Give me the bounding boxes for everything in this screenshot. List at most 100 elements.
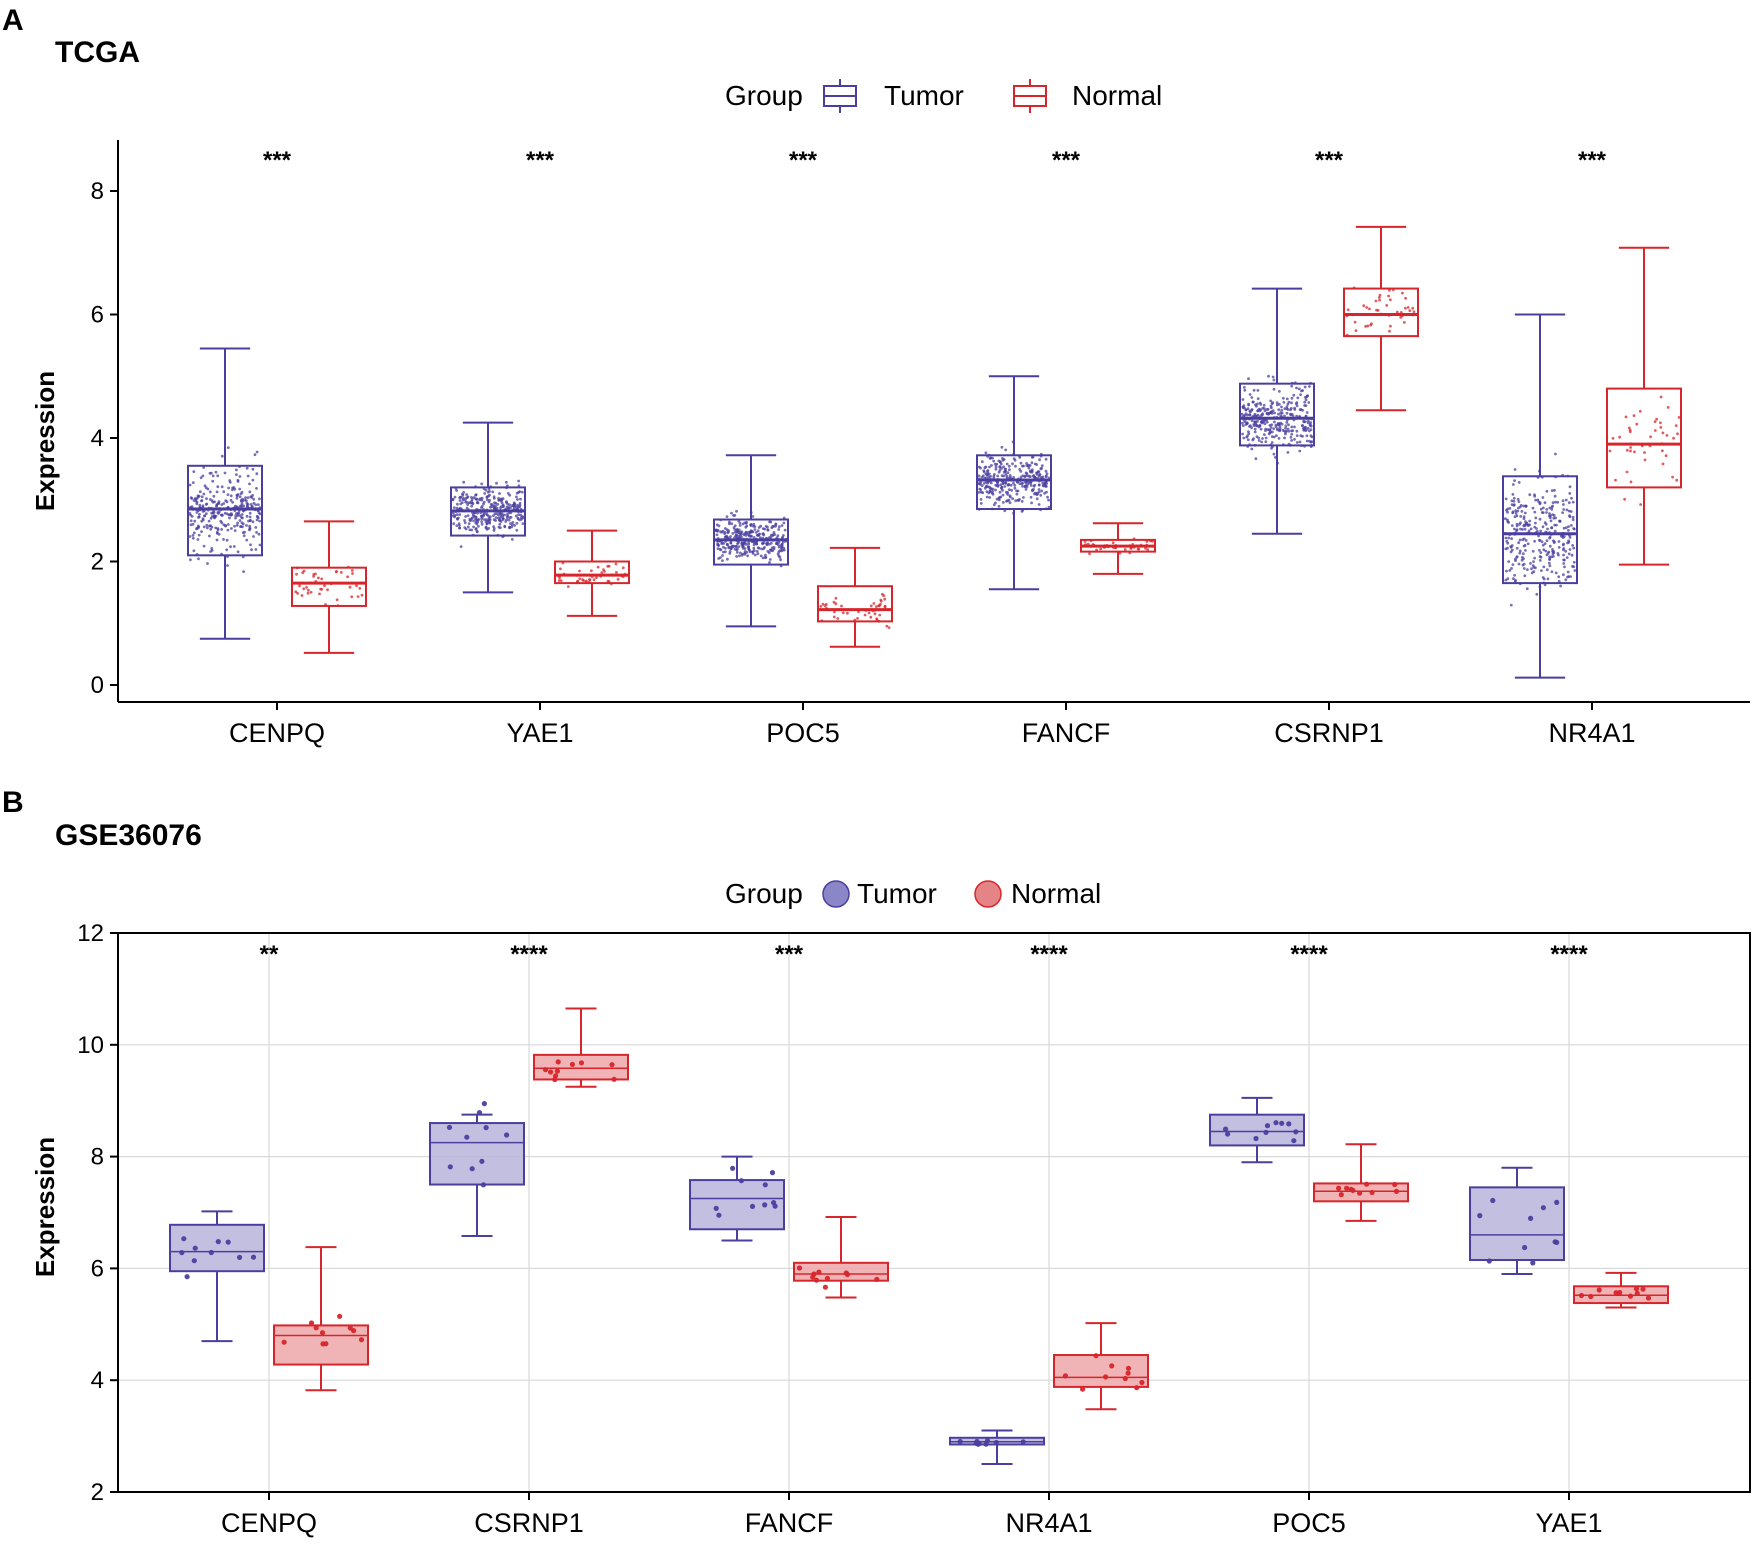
tumor-point — [1252, 388, 1256, 392]
normal-point — [614, 562, 618, 566]
tumor-point — [225, 548, 229, 552]
tumor-point — [1515, 522, 1519, 526]
tumor-point — [1533, 539, 1536, 543]
tumor-point — [1001, 493, 1005, 497]
tumor-point — [206, 508, 210, 512]
tumor-point — [1521, 528, 1524, 531]
tumor-point — [229, 545, 232, 549]
tumor-point — [513, 502, 516, 506]
tumor-point — [779, 558, 782, 562]
tumor-point — [487, 500, 491, 504]
tumor-point — [1511, 493, 1515, 496]
tumor-point — [721, 554, 724, 557]
tumor-point — [1545, 511, 1548, 514]
tumor-point — [223, 471, 227, 475]
tumor-point — [1046, 495, 1049, 499]
normal-point — [1388, 298, 1392, 302]
tumor-point — [1303, 400, 1307, 404]
tumor-point — [476, 518, 480, 522]
tumor-point — [1570, 553, 1574, 557]
tumor-point — [1521, 563, 1525, 567]
tumor-point — [1013, 484, 1017, 487]
tumor-point — [1269, 404, 1273, 408]
normal-box — [817, 585, 893, 623]
tumor-point — [202, 466, 206, 469]
normal-point — [559, 579, 563, 582]
tumor-point — [244, 496, 247, 499]
tumor-point — [1515, 546, 1519, 550]
tumor-point — [464, 1134, 470, 1140]
panel-b-title: GSE36076 — [55, 819, 202, 852]
tumor-point — [1290, 396, 1294, 400]
tumor-point — [202, 492, 206, 496]
tumor-point — [986, 471, 990, 475]
tumor-point — [504, 1132, 510, 1138]
tumor-point — [1525, 522, 1528, 526]
tumor-point — [1047, 498, 1050, 502]
tumor-point — [519, 513, 523, 517]
tumor-point — [983, 466, 987, 470]
tumor-point — [748, 534, 751, 538]
tumor-point — [197, 533, 201, 537]
normal-point — [356, 595, 360, 598]
tumor-point — [193, 519, 197, 523]
tumor-point — [746, 554, 750, 558]
tumor-point — [497, 513, 500, 517]
tumor-point — [1277, 437, 1281, 440]
tumor-point — [738, 521, 742, 525]
normal-point — [1103, 545, 1107, 549]
tumor-point — [253, 508, 257, 512]
tumor-point — [1012, 481, 1015, 485]
tumor-point — [730, 522, 734, 526]
tumor-point — [249, 495, 253, 499]
normal-point — [1640, 1286, 1646, 1292]
tumor-point — [469, 1166, 475, 1172]
tumor-point — [1047, 505, 1051, 509]
tumor-point — [508, 516, 511, 520]
tumor-point — [1545, 532, 1548, 535]
tumor-point — [1047, 476, 1051, 480]
y-tick-label: 2 — [91, 1479, 104, 1506]
tumor-box — [429, 1122, 525, 1186]
tumor-point — [1521, 538, 1525, 542]
tumor-point — [1528, 493, 1532, 497]
tumor-point — [1253, 443, 1257, 447]
normal-point — [1625, 470, 1629, 474]
tumor-point — [1554, 452, 1557, 456]
tumor-point — [1005, 499, 1008, 503]
tumor-point — [1031, 489, 1034, 493]
tumor-point — [1023, 484, 1027, 488]
tumor-point — [1020, 482, 1023, 485]
x-tick-label: CENPQ — [229, 718, 325, 748]
tumor-point — [1565, 508, 1569, 512]
tumor-point — [1035, 497, 1039, 501]
tumor-point — [1293, 1129, 1299, 1135]
tumor-point — [245, 514, 249, 518]
tumor-point — [492, 497, 496, 500]
tumor-point — [209, 550, 213, 553]
tumor-point — [1562, 508, 1566, 511]
tumor-point — [1507, 536, 1511, 540]
normal-point — [1112, 546, 1115, 549]
tumor-point — [994, 483, 998, 487]
normal-point — [1125, 1365, 1132, 1371]
tumor-point — [996, 483, 1000, 487]
tumor-point — [226, 493, 230, 496]
tumor-point — [1263, 418, 1267, 422]
normal-point — [602, 568, 605, 571]
tumor-point — [1024, 471, 1028, 475]
normal-point — [821, 602, 825, 606]
tumor-point — [1305, 411, 1309, 414]
tumor-point — [206, 487, 210, 491]
tumor-point — [1490, 1197, 1496, 1204]
tumor-point — [726, 557, 729, 561]
normal-point — [542, 1067, 549, 1073]
tumor-point — [988, 496, 992, 499]
tumor-point — [465, 493, 468, 496]
tumor-point — [245, 538, 249, 542]
tumor-point — [1567, 540, 1571, 544]
x-tick-label: YAE1 — [1535, 1508, 1602, 1538]
tumor-point — [1516, 497, 1520, 501]
normal-point — [319, 1330, 326, 1336]
normal-point — [1129, 547, 1133, 550]
